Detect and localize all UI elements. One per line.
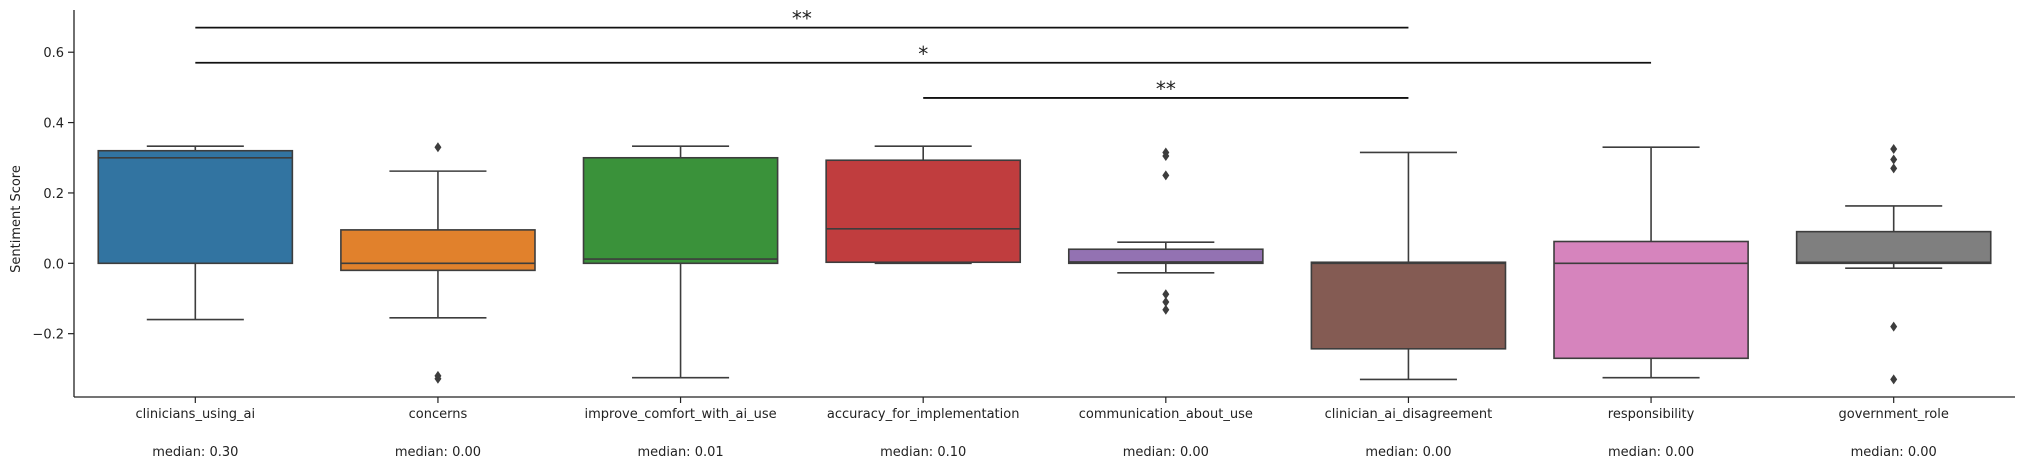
x-tick-label: communication_about_use xyxy=(1079,407,1253,422)
box-group-clinicians_using_ai xyxy=(97,145,294,321)
box xyxy=(340,229,536,272)
y-ticks: −0.2 0.0 0.2 0.4 0.6 xyxy=(32,46,74,343)
median-label: median: 0.00 xyxy=(1123,445,1209,460)
y-axis-label: Sentiment Score xyxy=(9,165,24,273)
y-tick-label: 0.4 xyxy=(43,117,64,132)
x-tick-label: clinician_ai_disagreement xyxy=(1325,407,1493,422)
box-group-government_role xyxy=(1795,143,1992,385)
x-tick-label: improve_comfort_with_ai_use xyxy=(584,407,776,422)
axes xyxy=(73,10,2015,398)
median-label: median: 0.00 xyxy=(395,445,481,460)
box-group-responsibility xyxy=(1553,146,1749,379)
box xyxy=(1795,230,1992,265)
median-label: median: 0.00 xyxy=(1608,445,1694,460)
median-label: median: 0.00 xyxy=(1851,445,1937,460)
y-tick-label: 0.2 xyxy=(43,187,64,202)
box-group-communication_about_use xyxy=(1067,147,1264,315)
outlier-point xyxy=(434,373,442,384)
box xyxy=(97,149,294,265)
x-tick-label: concerns xyxy=(409,407,468,422)
x-tick-label: clinicians_using_ai xyxy=(135,407,255,422)
y-tick-label: −0.2 xyxy=(32,328,64,343)
significance-annotations: ***** xyxy=(195,7,1652,101)
outlier-point xyxy=(1162,297,1170,308)
y-tick-label: 0.0 xyxy=(43,257,64,272)
median-label: median: 0.01 xyxy=(637,445,723,460)
x-tick-label: accuracy_for_implementation xyxy=(827,407,1020,422)
box-group-accuracy_for_implementation xyxy=(825,145,1022,265)
outlier-point xyxy=(1162,151,1170,162)
significance-label: * xyxy=(918,42,928,66)
x-tick-label: responsibility xyxy=(1608,407,1695,422)
plot-marks xyxy=(97,142,1992,385)
outlier-point xyxy=(1890,154,1898,165)
median-label: median: 0.10 xyxy=(880,445,966,460)
box xyxy=(1553,240,1749,360)
box-group-improve_comfort_with_ai_use xyxy=(582,145,779,379)
y-tick-label: 0.6 xyxy=(43,46,64,61)
box-group-clinician_ai_disagreement xyxy=(1310,151,1507,381)
outlier-point xyxy=(1890,143,1898,154)
outlier-point xyxy=(1162,170,1170,181)
median-label: median: 0.00 xyxy=(1365,445,1451,460)
outlier-point xyxy=(1890,321,1898,332)
box xyxy=(582,156,779,265)
box xyxy=(1310,261,1507,350)
outlier-point xyxy=(1890,163,1898,174)
outlier-point xyxy=(1162,304,1170,315)
median-label: median: 0.30 xyxy=(152,445,238,460)
box-group-concerns xyxy=(340,142,536,384)
box xyxy=(1067,248,1264,265)
x-tick-label: government_role xyxy=(1839,407,1949,422)
outlier-point xyxy=(434,142,442,153)
x-tick-labels: clinicians_using_ai median: 0.30 concerns m… xyxy=(135,397,1949,460)
significance-label: ** xyxy=(1156,77,1176,101)
box xyxy=(825,159,1022,264)
outlier-point xyxy=(1162,289,1170,300)
outlier-point xyxy=(1890,374,1898,385)
significance-label: ** xyxy=(792,7,812,31)
